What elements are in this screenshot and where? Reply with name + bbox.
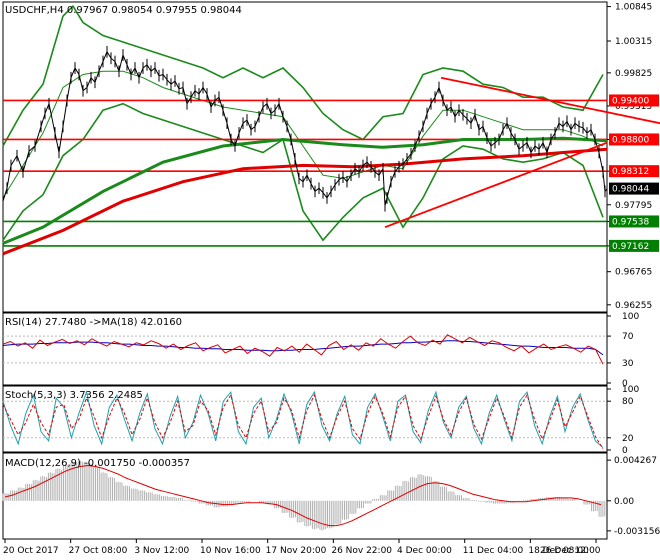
x-tick-label: 17 Nov 20:00 [266,546,327,556]
stoch-header: Stoch(5,3,3) 3.7356 2.2485 [5,390,143,401]
x-tick-label: 26 Dec 12:00 [540,546,601,556]
trend-line [384,141,608,229]
stoch-signal-line [2,393,604,450]
resistance-level-tag-label: 0.99400 [612,96,649,106]
bollinger-middle-band [2,70,604,199]
x-tick-label: 18 Dec 08:00 [528,546,589,556]
main-y-tick-label: 0.96255 [615,301,652,311]
stoch-y-tick-label: 0 [622,446,628,456]
support-level-tag-label: 0.97538 [612,217,649,227]
resistance-level-tag-label: 0.98800 [612,135,649,145]
rsi-y-tick-label: 100 [622,312,639,322]
support-level-tag-bg [609,239,659,252]
main-pane-frame [2,1,608,313]
rsi-pane-frame [2,312,608,386]
x-tick-label: 26 Nov 22:00 [331,546,392,556]
rsi-line [2,334,604,365]
stoch-layer [2,390,607,450]
macd-header: MACD(12,26,9) -0.001750 -0.000357 [5,458,190,469]
main-y-tick-label: 1.00315 [615,37,652,47]
x-tick-label: 20 Oct 2017 [3,546,59,556]
x-tick-label: 11 Dec 04:00 [463,546,524,556]
axis-layer: 1.00845 1.00315 0.99825 0.99315 0.98800 0.983… [3,3,660,556]
rsi-y-tick-label: 70 [622,332,634,342]
rsi-header: RSI(14) 27.7480 ->MA(18) 42.0160 [5,317,182,328]
resistance-level-tag-bg [609,133,659,146]
macd-layer [2,460,606,531]
rsi-y-tick-label: 0 [622,379,628,389]
x-tick-label: 10 Nov 16:00 [200,546,261,556]
stoch-main-line [2,390,604,448]
resistance-level-tag-bg [609,94,659,107]
main-price-layer [2,4,660,256]
trend-line [440,76,660,125]
x-tick-label: 3 Nov 12:00 [134,546,189,556]
stoch-pane-frame [2,385,608,453]
x-tick-label: 27 Oct 08:00 [69,546,128,556]
resistance-level-tag-bg [609,165,659,178]
moving-average-red [2,147,608,256]
current-price-tag-bg [609,182,659,195]
x-tick-label: 4 Dec 00:00 [397,546,452,556]
main-y-tick-label: 0.96765 [615,268,652,278]
rsi-y-tick-label: 30 [622,359,634,369]
rsi-ma-line [2,340,604,356]
stoch-y-tick-label: 80 [622,397,634,407]
macd-y-tick-label: -0.003156 [614,527,660,537]
resistance-level-tag-label: 0.98312 [612,167,649,177]
support-level-tag-label: 0.97162 [612,242,649,252]
main-y-tick-label: 0.99825 [615,69,652,79]
main-y-tick-label: 1.00845 [615,3,652,13]
support-level-tag-bg [609,215,659,228]
bollinger-upper-band [2,4,604,147]
rsi-layer [2,334,607,365]
stoch-y-tick-label: 20 [622,434,634,444]
main-y-tick-label: 0.99315 [615,102,652,112]
stoch-y-tick-label: 100 [622,385,639,395]
macd-y-tick-label: 0.00 [614,497,634,507]
current-price-tag-label: 0.98044 [612,185,649,195]
main-header: USDCHF,H4 0.97967 0.98054 0.97955 0.9804… [5,5,242,16]
bollinger-lower-band [2,102,604,242]
macd-signal-line [4,464,602,527]
main-y-tick-label: 0.97795 [615,201,652,211]
moving-average-green [2,136,608,245]
macd-y-tick-label: 0.004267 [614,456,657,466]
